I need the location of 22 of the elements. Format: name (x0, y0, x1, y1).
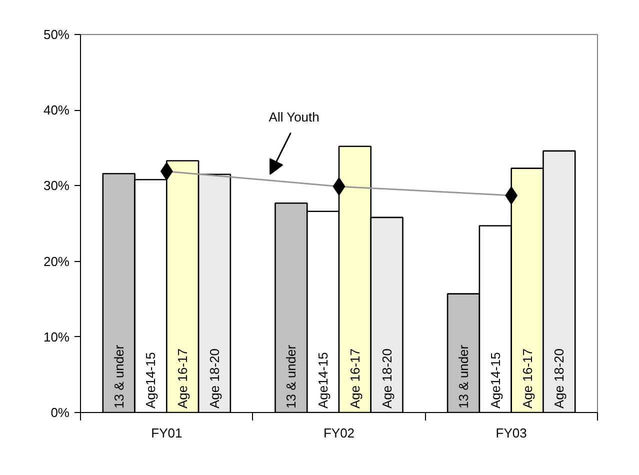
text: 13 & under (456, 344, 472, 408)
text: Age14-15 (488, 352, 503, 408)
y-tick-label: 20% (43, 254, 70, 269)
text: Age 18-20 (552, 348, 567, 408)
series-label: Age 16-17 (175, 348, 190, 408)
y-tick-label: 50% (43, 27, 70, 42)
x-tick-label: FY01 (151, 426, 182, 440)
y-tick-label: 0% (50, 405, 70, 420)
y-tick-label: 10% (43, 329, 70, 344)
series-label: Age 18-20 (206, 348, 222, 408)
text: All Youth (268, 109, 320, 124)
text: Age 16-17 (520, 348, 535, 408)
series-label: 13 & under (111, 344, 126, 408)
y-tick-label: 30% (43, 178, 70, 194)
series-label: Age14-15 (143, 352, 158, 408)
text: Age 16-17 (347, 348, 362, 408)
x-tick-label: FY02 (323, 426, 355, 440)
text: Age14-15 (316, 352, 331, 408)
text: Age 18-20 (379, 348, 394, 408)
text: 13 & under (284, 344, 299, 408)
x-tick-label: FY03 (496, 426, 527, 440)
y-tick-label: 40% (43, 102, 70, 118)
